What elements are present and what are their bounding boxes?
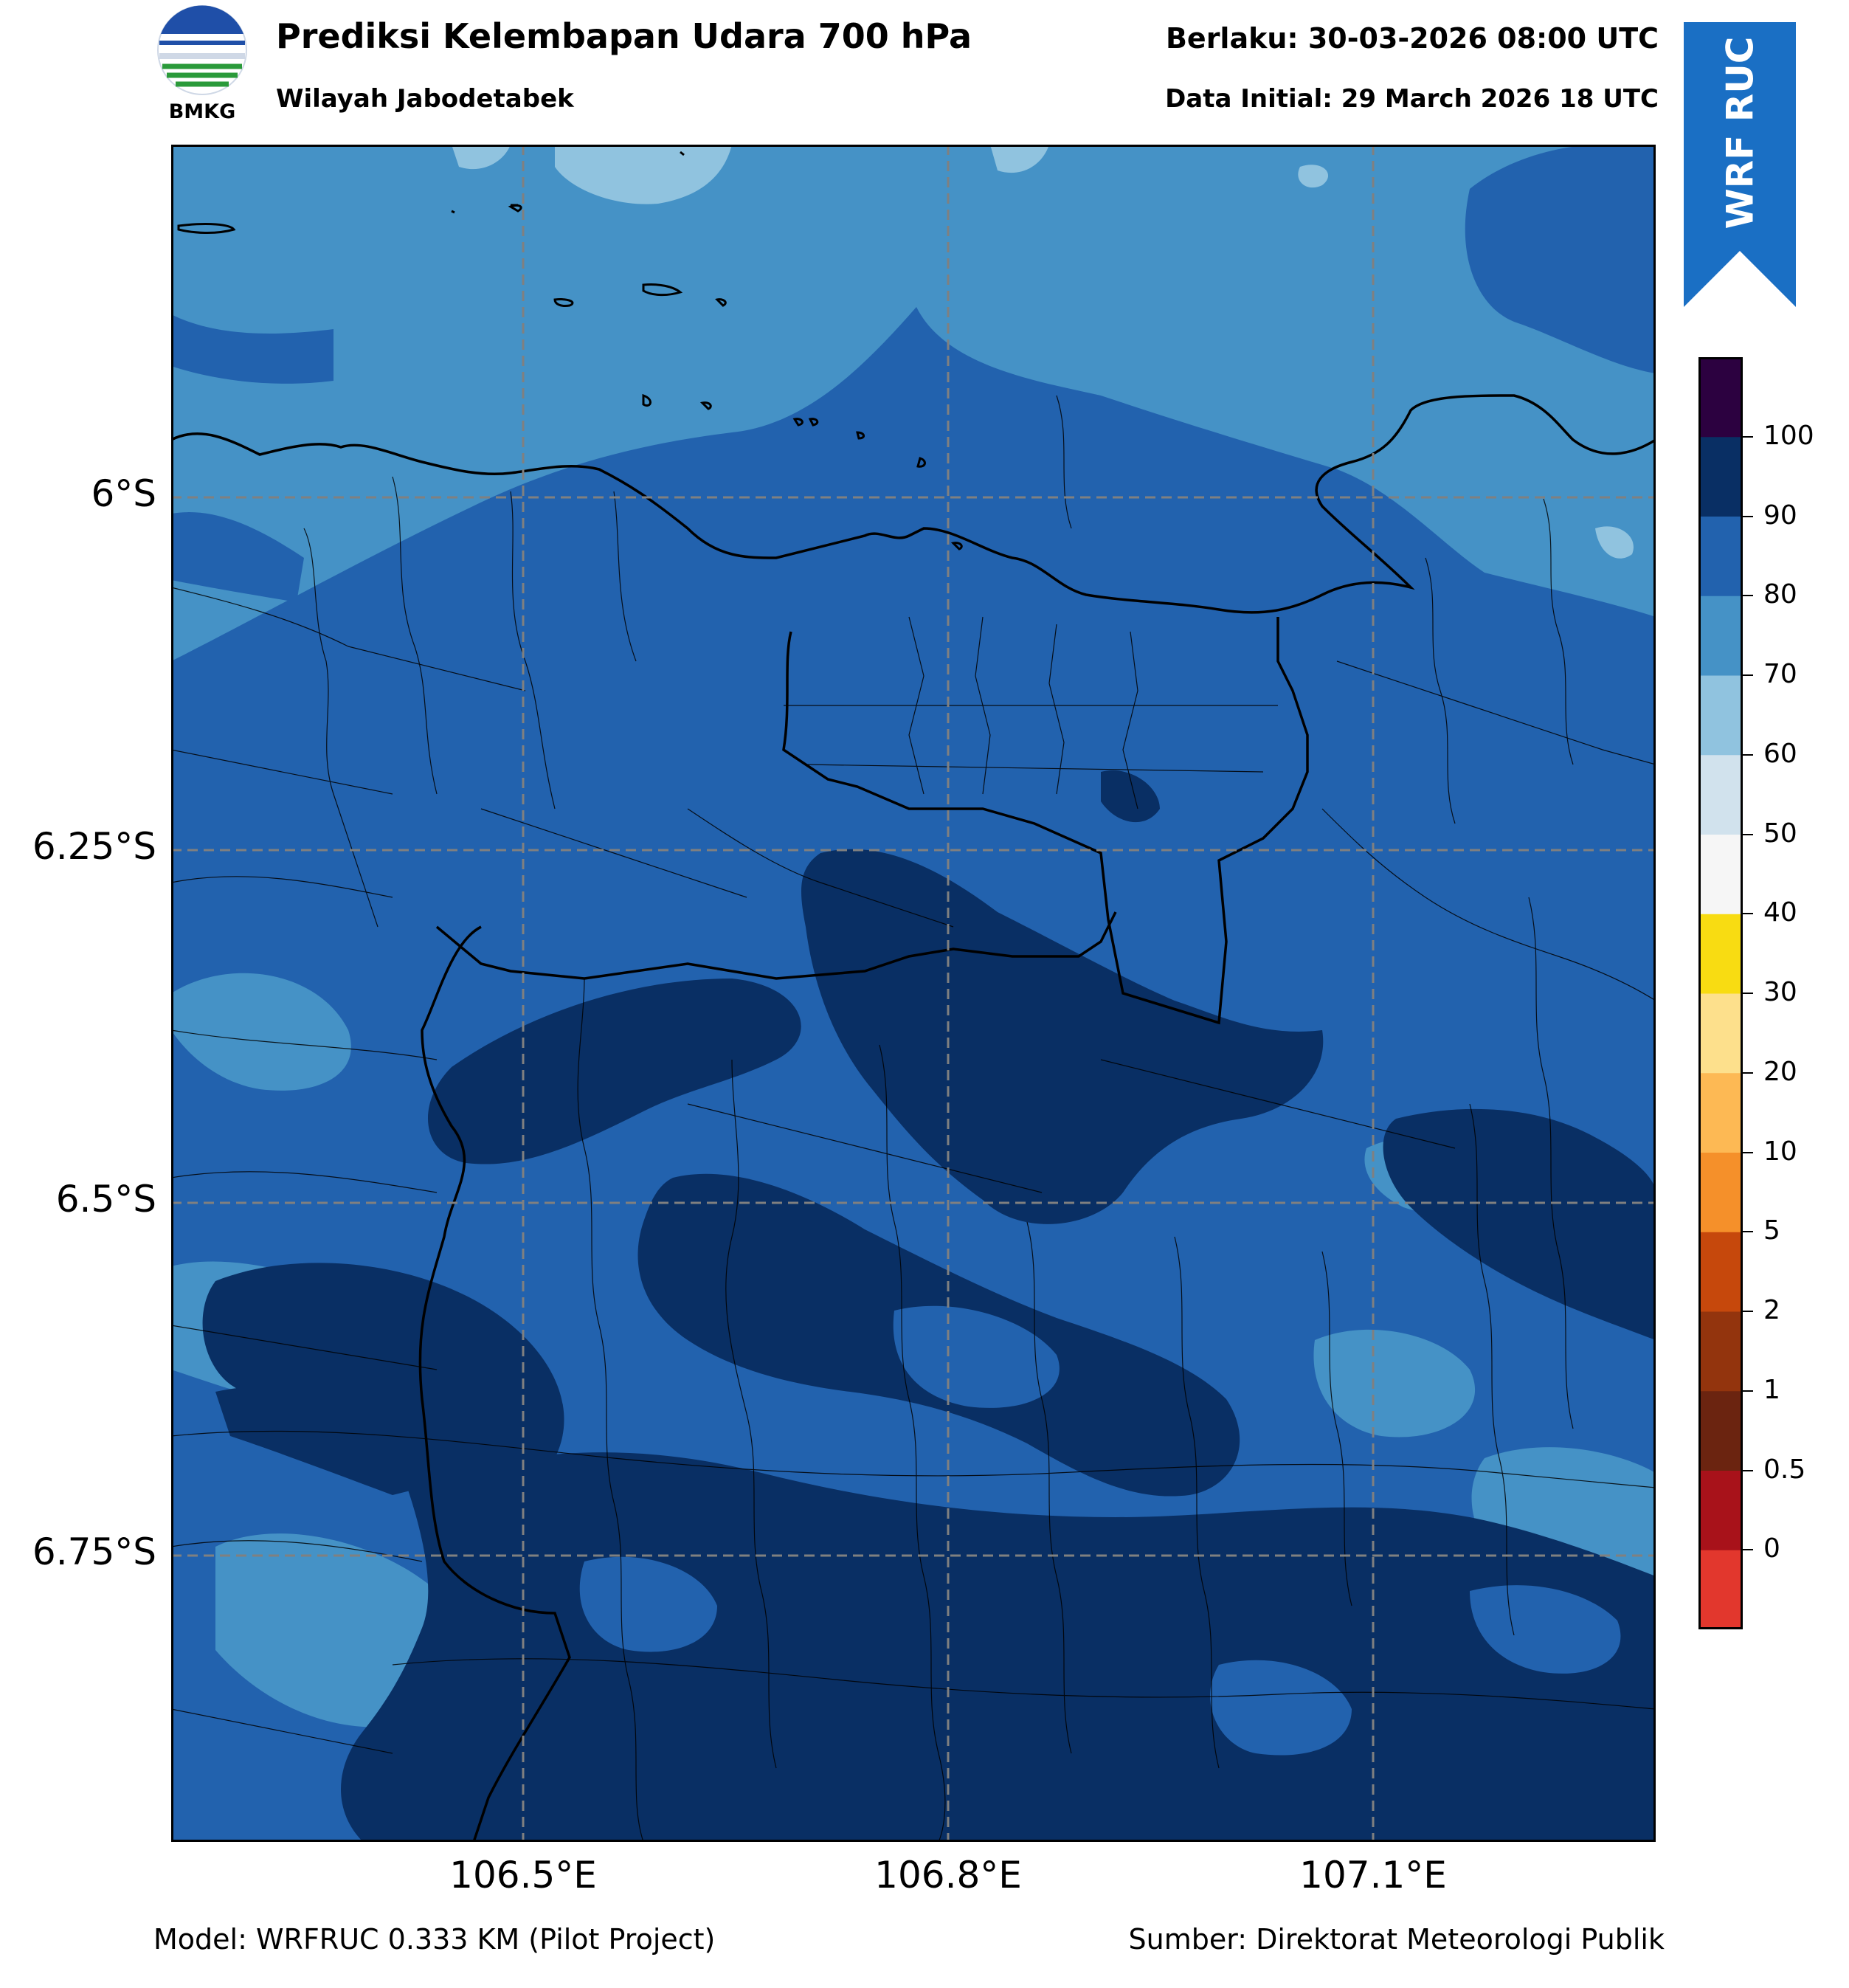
logo-text: BMKG (168, 100, 236, 123)
colorbar-tick-label: 2 (1743, 1295, 1780, 1325)
colorbar-tick-text: 40 (1763, 897, 1797, 928)
ribbon-shape (1684, 22, 1796, 307)
colorbar-tick-label: 1 (1743, 1375, 1780, 1405)
valid-time: Berlaku: 30-03-2026 08:00 UTC (1165, 22, 1659, 55)
colorbar-tick-text: 70 (1763, 659, 1797, 689)
colorbar-tick-label: 60 (1743, 739, 1797, 769)
colorbar-swatch (1698, 596, 1743, 676)
colorbar-tick-text: 5 (1763, 1215, 1780, 1246)
lat-label-6-75s: 6.75°S (32, 1530, 156, 1573)
colorbar-tick-label: 5 (1743, 1215, 1780, 1246)
province-border (418, 617, 1309, 1842)
colorbar-tick-label: 80 (1743, 579, 1797, 610)
lon-label-106-5e: 106.5°E (449, 1854, 597, 1896)
bmkg-logo-icon (157, 5, 247, 95)
islands (177, 151, 963, 551)
colorbar-tick (1743, 1311, 1753, 1312)
colorbar-tick (1743, 1390, 1753, 1392)
colorbar-swatches (1698, 357, 1743, 1630)
colorbar-swatch (1698, 436, 1743, 517)
colorbar-tick (1743, 1151, 1753, 1153)
gridlines (171, 145, 1656, 1842)
colorbar-tick-label: 20 (1743, 1057, 1797, 1087)
colorbar-tick-label: 30 (1743, 977, 1797, 1007)
colorbar-swatch (1698, 516, 1743, 596)
lat-label-6-5s: 6.5°S (55, 1178, 156, 1221)
colorbar-tick-label: 0.5 (1743, 1454, 1805, 1485)
colorbar (1698, 357, 1743, 1630)
colorbar-tick-label: 40 (1743, 897, 1797, 928)
coastline (171, 394, 1656, 614)
colorbar-tick (1743, 1549, 1753, 1551)
colorbar-swatch (1698, 834, 1743, 914)
colorbar-tick-text: 60 (1763, 738, 1797, 769)
wrf-ruc-ribbon: WRF RUC (1684, 22, 1796, 307)
colorbar-tick-text: 100 (1763, 420, 1814, 451)
colorbar-tick (1743, 595, 1753, 597)
colorbar-tick-label: 50 (1743, 818, 1797, 849)
humidity-map (171, 145, 1656, 1842)
ribbon-label: WRF RUC (1718, 36, 1762, 229)
colorbar-tick-text: 20 (1763, 1056, 1797, 1087)
colorbar-tick (1743, 913, 1753, 915)
colorbar-tick (1743, 1071, 1753, 1074)
colorbar-tick-text: 90 (1763, 500, 1797, 531)
colorbar-tick-text: 80 (1763, 579, 1797, 610)
lat-label-6-25s: 6.25°S (32, 825, 156, 868)
colorbar-tick-label: 90 (1743, 500, 1797, 531)
lon-label-107-1e: 107.1°E (1299, 1854, 1447, 1896)
colorbar-tick (1743, 674, 1753, 676)
colorbar-tick-label: 100 (1743, 421, 1814, 451)
colorbar-frame (1698, 357, 1743, 1629)
map-subtitle: Wilayah Jabodetabek (276, 84, 574, 114)
colorbar-tick-text: 0.5 (1763, 1454, 1806, 1485)
map-frame (171, 145, 1656, 1842)
colorbar-tick (1743, 1469, 1753, 1471)
colorbar-swatch (1698, 1232, 1743, 1312)
colorbar-tick (1743, 753, 1753, 756)
map-title: Prediksi Kelembapan Udara 700 hPa (276, 16, 972, 56)
colorbar-tick-label: 10 (1743, 1136, 1797, 1167)
bmkg-logo: BMKG (153, 4, 251, 130)
colorbar-swatch (1698, 1311, 1743, 1392)
lon-label-106-8e: 106.8°E (874, 1854, 1022, 1896)
initial-time: Data Initial: 29 March 2026 18 UTC (1165, 84, 1659, 114)
colorbar-swatch (1698, 1152, 1743, 1232)
colorbar-tick (1743, 993, 1753, 994)
colorbar-swatch (1698, 754, 1743, 835)
colorbar-swatch (1698, 1470, 1743, 1550)
colorbar-swatch (1698, 1072, 1743, 1153)
colorbar-tick-text: 50 (1763, 818, 1797, 849)
colorbar-swatch (1698, 993, 1743, 1074)
colorbar-swatch (1698, 1550, 1743, 1630)
model-info: Model: WRFRUC 0.333 KM (Pilot Project) (153, 1923, 716, 1956)
colorbar-tick-text: 0 (1763, 1533, 1780, 1564)
colorbar-tick-label: 0 (1743, 1533, 1780, 1564)
colorbar-tick-text: 1 (1763, 1374, 1780, 1405)
district-borders (171, 395, 1656, 1842)
colorbar-tick (1743, 1231, 1753, 1233)
colorbar-tick-text: 2 (1763, 1295, 1780, 1325)
colorbar-swatch (1698, 1390, 1743, 1471)
colorbar-tick-text: 30 (1763, 977, 1797, 1007)
colorbar-tick (1743, 515, 1753, 517)
humidity-pocket-70-80 (171, 973, 1656, 1728)
map-canvas (171, 145, 1656, 1842)
colorbar-swatch (1698, 675, 1743, 756)
colorbar-tick-text: 10 (1763, 1136, 1797, 1167)
lat-label-6s: 6°S (91, 472, 156, 515)
colorbar-tick (1743, 435, 1753, 438)
colorbar-swatch (1698, 357, 1743, 438)
colorbar-tick (1743, 833, 1753, 835)
source-info: Sumber: Direktorat Meteorologi Publik (1128, 1923, 1665, 1956)
colorbar-swatch (1698, 914, 1743, 994)
colorbar-tick-label: 70 (1743, 659, 1797, 689)
